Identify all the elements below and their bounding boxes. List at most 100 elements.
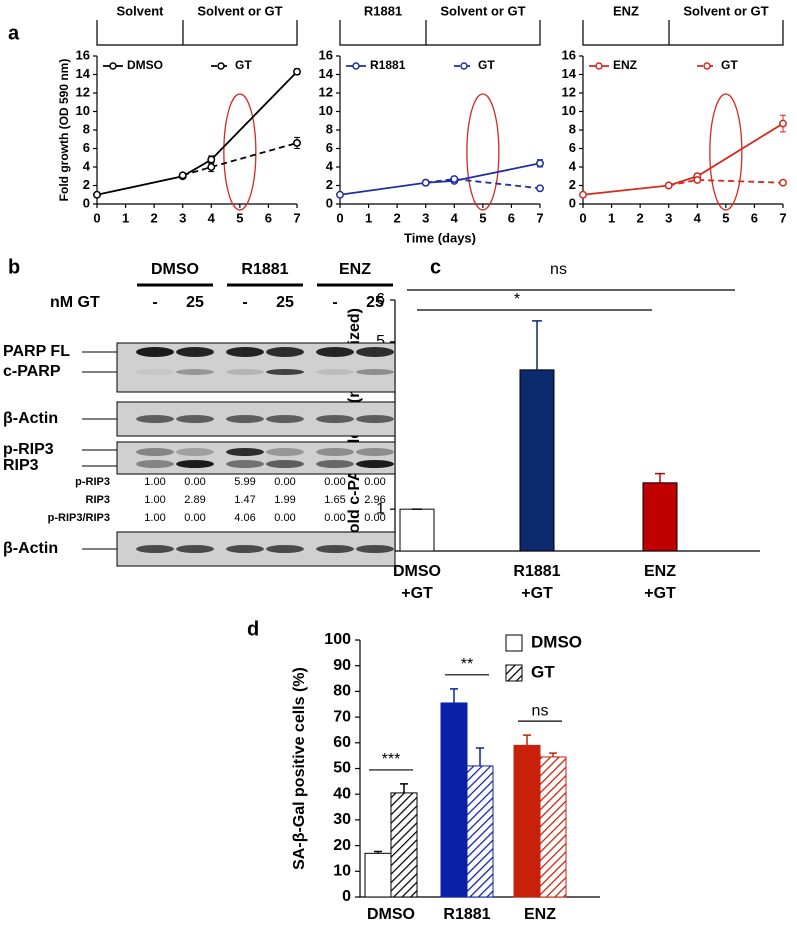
point <box>450 175 459 183</box>
quant-value: 2.96 <box>364 494 385 506</box>
highlight-ellipse <box>709 93 743 211</box>
bar <box>539 756 567 898</box>
quant-value: 5.99 <box>234 476 255 488</box>
point <box>336 190 344 199</box>
y-tick-label: 60 <box>333 734 351 751</box>
y-tick-label: 12 <box>319 84 333 99</box>
x-tick-label: 1 <box>365 210 372 225</box>
blot-band <box>356 369 394 375</box>
y-tick-label: 80 <box>333 683 351 700</box>
quant-value: 0.00 <box>274 476 295 488</box>
bar <box>364 852 392 898</box>
y-tick-label: 8 <box>326 121 333 136</box>
quant-value: 1.65 <box>324 494 345 506</box>
y-tick-label: 1 <box>376 500 385 517</box>
x-tick-label: 4 <box>208 210 216 225</box>
error-bar <box>450 688 458 703</box>
x-tick-label: 7 <box>536 210 543 225</box>
quant-value: 1.47 <box>234 494 255 506</box>
band-label: β-Actin <box>3 540 58 557</box>
y-tick-label: 30 <box>333 811 351 828</box>
y-tick-label: 14 <box>562 66 577 81</box>
x-tick-label: +GT <box>401 585 433 602</box>
blot-band <box>316 369 354 375</box>
x-tick-label: 3 <box>179 210 186 225</box>
y-tick-label: 4 <box>326 158 334 173</box>
group-label: DMSO <box>151 261 199 278</box>
x-tick-label: 7 <box>779 210 786 225</box>
error-bar <box>549 752 557 757</box>
phase-label: Solvent or GT <box>197 3 282 18</box>
significance: * <box>514 291 520 308</box>
point <box>779 119 787 128</box>
bar <box>466 765 494 898</box>
y-tick-label: 10 <box>319 103 333 118</box>
quant-label: RIP3 <box>86 494 110 506</box>
x-tick-label: 2 <box>637 210 644 225</box>
y-axis-label: Fold growth (OD 590 nm) <box>57 59 71 202</box>
x-axis-label: Time (days) <box>404 230 476 245</box>
x-tick-label: 6 <box>265 210 272 225</box>
quant-value: 0.00 <box>184 476 205 488</box>
error-bar <box>532 320 542 370</box>
panel-label: b <box>8 256 20 278</box>
band-label: β-Actin <box>3 410 58 427</box>
y-tick-label: 2 <box>326 177 333 192</box>
quant-value: 1.00 <box>144 494 165 506</box>
series-line <box>339 162 541 196</box>
series-line <box>425 178 541 190</box>
quant-value: 1.99 <box>274 494 295 506</box>
bar <box>390 792 418 898</box>
quant-label: p-RIP3 <box>75 476 110 488</box>
bar <box>440 702 468 898</box>
bar <box>399 508 435 552</box>
x-tick-label: DMSO <box>393 563 441 580</box>
legend-marker <box>460 62 468 70</box>
phase-label: Solvent <box>117 3 165 18</box>
quant-value: 0.00 <box>364 476 385 488</box>
y-tick-label: 6 <box>569 140 576 155</box>
treatment: 25 <box>186 294 204 311</box>
legend-label: DMSO <box>127 58 163 72</box>
y-tick-label: 20 <box>333 837 351 854</box>
blot-band <box>266 415 304 423</box>
significance: *** <box>382 751 401 768</box>
blot-band <box>176 369 214 375</box>
blot-band <box>176 545 214 553</box>
blot-band <box>136 448 174 456</box>
blot-band <box>266 545 304 553</box>
series-line <box>182 142 298 177</box>
blot-band <box>136 460 174 468</box>
y-tick-label: 12 <box>562 84 576 99</box>
point <box>178 171 187 180</box>
blot-band <box>136 545 174 553</box>
y-tick-label: 100 <box>324 631 351 648</box>
blot-band <box>356 347 394 357</box>
blot-band <box>226 347 264 357</box>
group-label: R1881 <box>241 261 288 278</box>
treatment: - <box>242 294 247 311</box>
y-axis-label: SA-β-Gal positive cells (%) <box>291 667 308 870</box>
blot-band <box>316 448 354 456</box>
axes <box>394 300 760 552</box>
legend-label: GT <box>235 58 252 72</box>
x-tick-label: 0 <box>93 210 100 225</box>
legend-label: GT <box>531 662 555 681</box>
panel-label: d <box>247 618 259 640</box>
x-tick-label: 4 <box>694 210 702 225</box>
legend-marker <box>352 62 360 70</box>
x-tick-label: 7 <box>293 210 300 225</box>
point <box>536 159 544 168</box>
y-tick-label: 8 <box>569 121 576 136</box>
error-bar <box>655 472 665 483</box>
x-tick-label: +GT <box>521 585 553 602</box>
y-tick-label: 2 <box>569 177 576 192</box>
x-tick-label: 3 <box>665 210 672 225</box>
blot-band <box>136 347 174 357</box>
y-tick-label: 10 <box>562 103 576 118</box>
treatment: - <box>332 294 337 311</box>
phase-bracket <box>96 20 298 46</box>
bar <box>642 482 678 552</box>
point <box>293 139 301 147</box>
